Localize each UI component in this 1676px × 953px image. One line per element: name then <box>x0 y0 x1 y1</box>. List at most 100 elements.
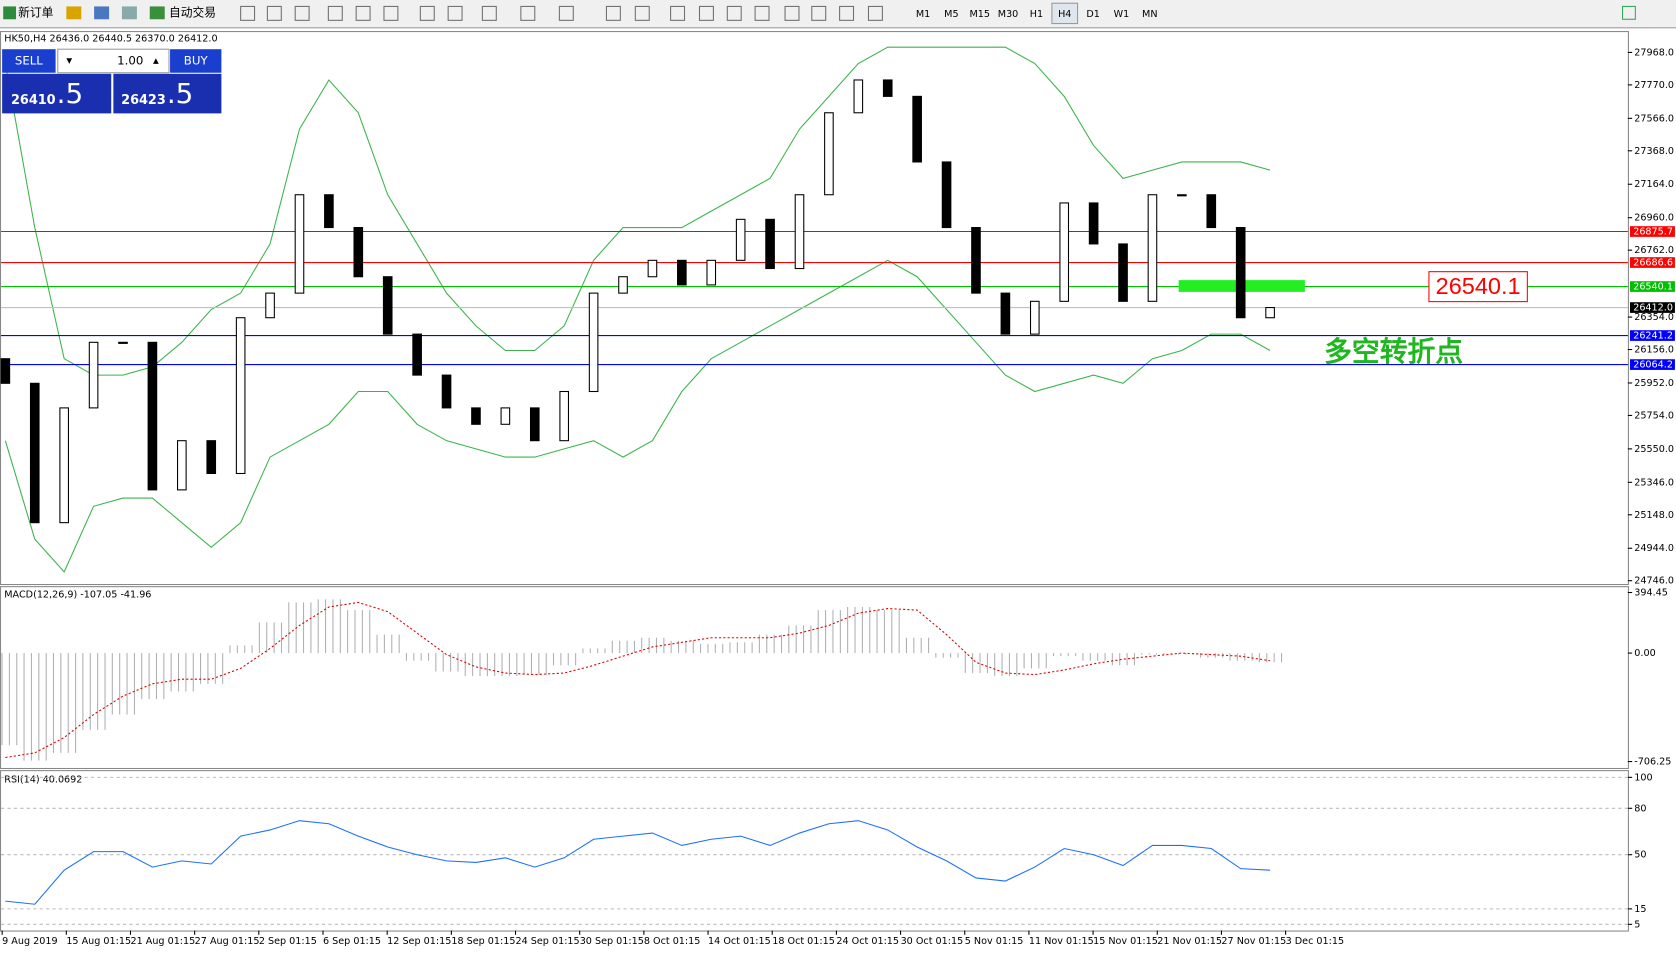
new-order-icon[interactable] <box>3 6 17 20</box>
candle <box>294 194 305 294</box>
timeframe-button[interactable]: M1 <box>916 9 930 20</box>
toolbar-icon[interactable] <box>327 5 343 21</box>
x-tick-label: 15 Nov 01:15 <box>1093 936 1158 947</box>
toolbar-icon[interactable] <box>839 5 855 21</box>
candle <box>1206 194 1217 229</box>
lots-value[interactable]: 1.00 <box>117 53 143 67</box>
candle <box>912 95 922 163</box>
lots-down[interactable]: ▼ <box>66 56 72 65</box>
y-tick-label: 26762.0 <box>1634 245 1674 256</box>
x-tick-label: 30 Oct 01:15 <box>901 936 964 947</box>
toolbar-icon[interactable] <box>121 6 137 20</box>
timeframe-button[interactable]: M5 <box>944 9 958 20</box>
candle <box>265 292 275 319</box>
candle <box>1118 243 1128 302</box>
toolbar-icon[interactable] <box>811 5 827 21</box>
toolbar-icon[interactable] <box>419 5 435 21</box>
candle <box>853 79 864 114</box>
one-click-panel: SELL 1.00 ▼ ▲ BUY 26410 .5 26423 .5 <box>2 48 222 114</box>
toolbar-icon[interactable] <box>520 5 536 21</box>
x-tick-label: 27 Nov 01:15 <box>1221 936 1286 947</box>
candle <box>647 259 658 278</box>
toolbar-icon[interactable] <box>481 5 497 21</box>
timeframe-button[interactable]: D1 <box>1086 9 1100 20</box>
y-tick-label: 26960.0 <box>1634 213 1674 224</box>
candle <box>324 194 334 229</box>
sell-button[interactable] <box>2 49 56 73</box>
ask-pips[interactable]: .5 <box>167 77 194 110</box>
toolbar-icon[interactable] <box>355 5 371 21</box>
level-tag <box>1630 330 1675 341</box>
ask-main[interactable]: 26423 <box>121 93 166 108</box>
x-tick-label: 21 Nov 01:15 <box>1157 936 1222 947</box>
candle <box>971 227 981 294</box>
candle <box>59 407 69 524</box>
buy-button[interactable] <box>170 49 222 73</box>
new-order-button[interactable]: 新订单 <box>18 5 53 19</box>
toolbar-icon[interactable] <box>784 5 800 21</box>
y-tick-label: 27566.0 <box>1634 113 1674 124</box>
timeframe-button[interactable]: H4 <box>1058 9 1071 20</box>
buy-label[interactable]: BUY <box>184 53 209 67</box>
x-tick-label: 30 Sep 01:15 <box>580 936 644 947</box>
auto-trade-icon[interactable] <box>149 6 165 20</box>
candle <box>529 407 540 442</box>
timeframe-button[interactable]: H1 <box>1030 9 1043 20</box>
candle <box>353 227 364 278</box>
toolbar-icon[interactable] <box>605 5 621 21</box>
x-tick-label: 3 Dec 01:15 <box>1286 936 1345 947</box>
toolbar-icon[interactable] <box>754 5 770 21</box>
toolbar-icon[interactable] <box>867 5 883 21</box>
toolbar-icon[interactable] <box>558 5 574 21</box>
timeframe-button[interactable]: MN <box>1142 9 1157 20</box>
timeframe-button[interactable]: M15 <box>969 9 990 20</box>
y-tick-label: 0.00 <box>1634 648 1655 659</box>
bid-box[interactable] <box>2 73 112 114</box>
x-tick-label: 5 Nov 01:15 <box>965 936 1024 947</box>
search-icon[interactable] <box>1621 5 1636 20</box>
timeframe-active[interactable] <box>1051 2 1079 25</box>
level-label: 26064.2 <box>1633 360 1673 371</box>
current-price-label: 26412.0 <box>1633 303 1673 314</box>
lots-input[interactable] <box>57 48 170 74</box>
lots-up[interactable]: ▲ <box>153 56 159 65</box>
toolbar-icon[interactable] <box>447 5 463 21</box>
toolbar-icon[interactable] <box>726 5 742 21</box>
candle <box>735 218 746 261</box>
candle <box>765 218 775 270</box>
level-tag <box>1630 359 1675 370</box>
bollinger-lower <box>4 259 1271 573</box>
bid-main[interactable]: 26410 <box>11 93 56 108</box>
candle <box>177 440 187 491</box>
toolbar-icon[interactable] <box>94 6 110 20</box>
sell-label[interactable]: SELL <box>15 53 43 67</box>
level-tag <box>1630 281 1675 292</box>
toolbar-icon[interactable] <box>266 5 282 21</box>
candle <box>147 341 158 491</box>
x-tick-label: 2 Sep 01:15 <box>259 936 317 947</box>
toolbar-icon[interactable] <box>670 5 686 21</box>
candle <box>1059 202 1070 302</box>
candle <box>588 292 599 393</box>
timeframe-button[interactable]: M30 <box>998 9 1019 20</box>
toolbar-icon[interactable] <box>294 5 310 21</box>
toolbar-icon[interactable] <box>66 6 82 20</box>
current-price-tag <box>1630 302 1675 313</box>
y-tick-label: 100 <box>1634 772 1652 783</box>
candle <box>706 259 717 286</box>
toolbar-icon[interactable] <box>634 5 650 21</box>
candle <box>882 79 893 97</box>
y-tick-label: 27770.0 <box>1634 80 1674 91</box>
bid-pips[interactable]: .5 <box>57 77 84 110</box>
toolbar-icon[interactable] <box>240 5 256 21</box>
auto-trade-button[interactable]: 自动交易 <box>169 5 216 19</box>
candle <box>412 333 422 376</box>
ask-box[interactable] <box>113 73 222 114</box>
y-tick-label: 15 <box>1634 904 1646 915</box>
y-tick-label: 27368.0 <box>1634 146 1674 157</box>
toolbar-icon[interactable] <box>383 5 399 21</box>
toolbar-icon[interactable] <box>698 5 714 21</box>
bollinger-upper <box>4 46 1271 376</box>
timeframe-button[interactable]: W1 <box>1114 9 1130 20</box>
y-tick-label: 25148.0 <box>1634 510 1674 521</box>
